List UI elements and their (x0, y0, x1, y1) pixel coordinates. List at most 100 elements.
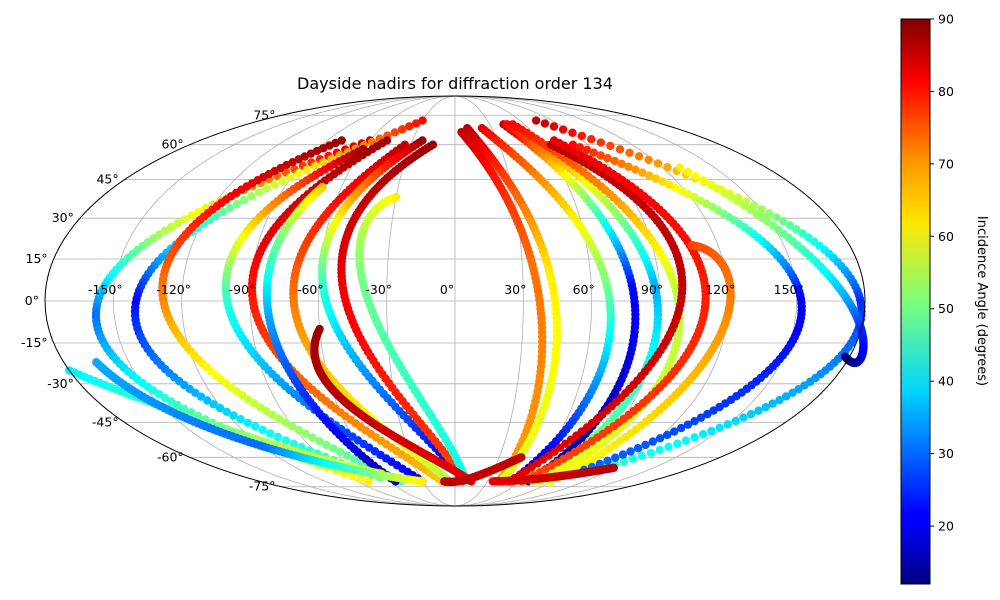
nadir-point (254, 188, 264, 197)
nadir-point (617, 159, 626, 169)
nadir-point (598, 448, 608, 457)
nadir-point (733, 197, 743, 206)
nadir-point (788, 388, 797, 398)
nadir-point (723, 420, 732, 429)
nadir-point (658, 177, 667, 186)
nadir-point (746, 205, 755, 214)
nadir-point (681, 436, 691, 445)
lat-tick-label: -15° (21, 335, 48, 350)
nadir-point (625, 148, 634, 157)
nadir-point (709, 406, 718, 415)
lon-tick-label: -30° (365, 282, 392, 297)
grid-meridian (112, 95, 456, 507)
nadir-point (603, 456, 612, 466)
nadir-point (586, 455, 596, 465)
nadir-point (606, 141, 615, 151)
nadir-point (840, 352, 850, 361)
nadir-point (196, 392, 206, 401)
nadir-point (160, 393, 170, 403)
grid-meridian (181, 95, 456, 507)
nadir-point (265, 429, 275, 438)
nadir-point (715, 423, 724, 432)
nadir-point (713, 184, 722, 193)
nadir-point (637, 451, 647, 461)
nadir-point (644, 155, 653, 165)
nadir-point (634, 152, 644, 161)
nadir-point (706, 180, 715, 189)
lat-tick-label: -75° (249, 479, 276, 494)
nadir-point (281, 436, 290, 445)
nadir-point (582, 145, 591, 155)
nadir-point (166, 397, 176, 406)
colorbar-tick-label: 80 (938, 84, 954, 99)
nadir-point (173, 218, 183, 228)
nadir-point (239, 195, 249, 205)
nadir-point (225, 203, 234, 213)
map-border (44, 95, 866, 507)
nadir-point (160, 226, 170, 235)
nadir-point (274, 414, 284, 423)
lat-tick-label: -60° (157, 449, 184, 464)
nadir-point (270, 180, 279, 189)
nadir-point (655, 445, 664, 455)
nadir-point (781, 392, 791, 401)
lat-tick-label: 45° (96, 172, 118, 187)
nadir-point (740, 201, 749, 210)
nadir-point (418, 477, 427, 486)
nadir-point (592, 451, 602, 461)
nadir-point (308, 433, 317, 442)
lon-tick-label: 150° (774, 282, 804, 297)
nadir-point (575, 143, 585, 152)
nadir-point (247, 192, 256, 201)
nadir-point (215, 403, 225, 413)
nadir-point (336, 447, 345, 457)
nadir-point (772, 213, 781, 222)
nadir-point (603, 154, 612, 163)
nadir-point (624, 162, 633, 171)
nadir-point (644, 171, 654, 180)
nadir-point (703, 409, 712, 419)
nadir-point (222, 407, 231, 416)
nadir-point (698, 176, 708, 185)
nadir-point (664, 442, 673, 452)
nadir-point (258, 425, 267, 435)
nadir-point (618, 450, 628, 459)
nadir-point (577, 131, 587, 141)
lon-tick-label: 120° (705, 282, 735, 297)
nadir-point (684, 189, 693, 199)
nadir-point (273, 432, 283, 442)
nadir-point (628, 454, 638, 463)
nadir-point (356, 474, 365, 483)
nadir-point (289, 439, 298, 448)
nadir-point (677, 186, 687, 196)
colorbar (900, 18, 931, 585)
nadir-point (236, 414, 245, 424)
nadir-point (322, 440, 331, 450)
nadir-point (683, 420, 693, 429)
colorbar-tick-label: 90 (938, 12, 954, 27)
nadir-point (698, 430, 708, 439)
nadir-point (798, 229, 807, 238)
nadir-point (655, 434, 665, 443)
nadir-point (754, 406, 763, 415)
colorbar-tick-label: 60 (938, 229, 954, 244)
nadir-point (587, 135, 596, 144)
nadir-point (180, 215, 189, 224)
nadir-point (568, 140, 578, 149)
lon-tick-label: 60° (573, 282, 595, 297)
lon-tick-label: 30° (504, 282, 526, 297)
nadir-point (641, 440, 650, 450)
nadir-point (278, 176, 287, 186)
nadir-point (663, 430, 672, 440)
lon-tick-label: -150° (88, 282, 123, 297)
lat-tick-label: 15° (26, 251, 48, 266)
nadir-point (761, 402, 770, 412)
graticule (45, 95, 865, 507)
chart-title: Dayside nadirs for diffraction order 134 (297, 74, 613, 93)
nadir-point (648, 437, 658, 446)
nadir-point (633, 443, 643, 453)
nadir-point (580, 459, 589, 468)
nadir-point (167, 222, 176, 232)
nadir-point (517, 453, 526, 462)
nadir-point (531, 116, 541, 125)
